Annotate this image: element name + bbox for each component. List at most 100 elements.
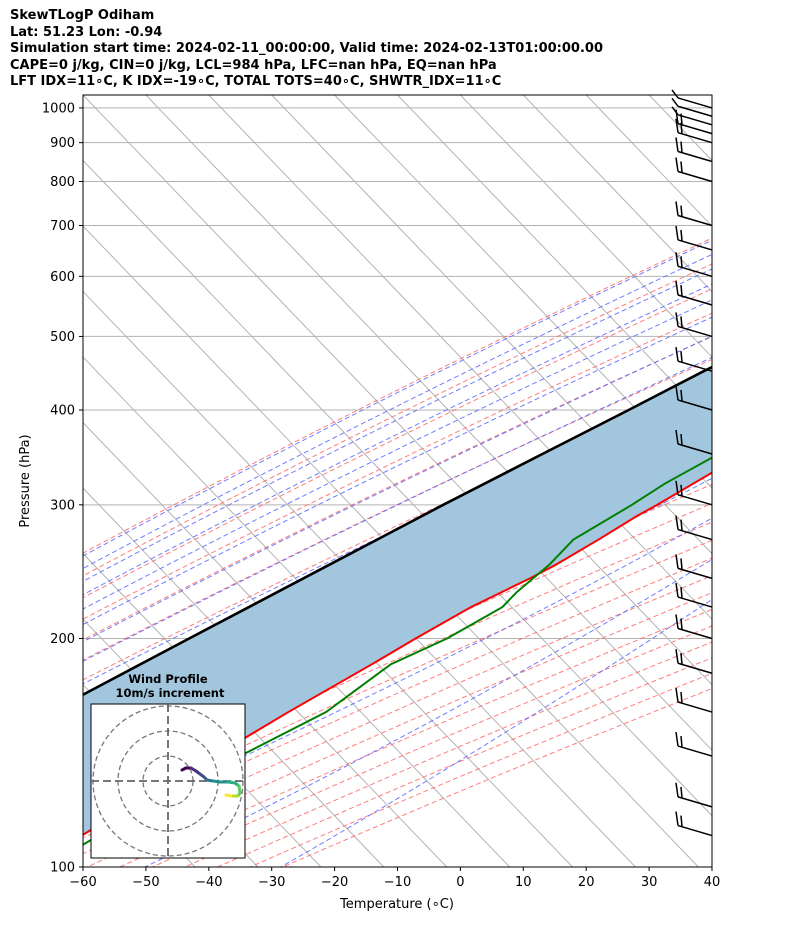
wind-barb bbox=[675, 201, 713, 227]
station-location: Lat: 51.23 Lon: -0.94 bbox=[10, 24, 163, 40]
wind-barb bbox=[675, 280, 713, 306]
wind-barb bbox=[675, 614, 713, 640]
isotherm-line bbox=[83, 225, 699, 867]
y-tick-label: 600 bbox=[50, 270, 75, 285]
dry-adiabat bbox=[119, 608, 712, 867]
wind-barb bbox=[675, 731, 713, 757]
y-tick-label: 400 bbox=[50, 403, 75, 418]
moist-adiabat bbox=[83, 239, 712, 557]
x-tick-label: −50 bbox=[132, 875, 159, 890]
dry-adiabat bbox=[87, 592, 712, 867]
wind-barb bbox=[675, 582, 713, 608]
y-tick-label: 500 bbox=[50, 330, 75, 345]
dry-adiabat bbox=[83, 312, 712, 620]
wind-barb bbox=[671, 89, 713, 109]
x-axis-label: Temperature (∘C) bbox=[339, 897, 454, 912]
wind-barb bbox=[675, 252, 713, 278]
wind-barbs bbox=[671, 89, 713, 837]
hodograph-trace-segment bbox=[224, 793, 233, 798]
x-tick-label: 20 bbox=[578, 875, 595, 890]
wind-barb bbox=[675, 347, 713, 372]
hodograph-inset bbox=[90, 703, 246, 859]
y-tick-label: 100 bbox=[50, 861, 75, 876]
wind-barb bbox=[675, 429, 713, 455]
y-tick-label: 800 bbox=[50, 175, 75, 190]
wind-barb bbox=[675, 109, 713, 135]
moist-adiabat bbox=[83, 356, 712, 662]
wind-barb bbox=[675, 554, 713, 580]
wind-barb bbox=[675, 687, 713, 713]
wind-barb bbox=[675, 811, 713, 837]
dry-adiabat bbox=[83, 237, 712, 554]
isotherm-line bbox=[522, 95, 712, 293]
chart-header: SkewTLogP Odiham Lat: 51.23 Lon: -0.94 S… bbox=[10, 8, 603, 91]
index-parameters: LFT IDX=11∘C, K IDX=-19∘C, TOTAL TOTS=40… bbox=[10, 74, 502, 89]
moist-adiabat bbox=[83, 253, 712, 570]
wind-barb bbox=[675, 118, 713, 144]
x-tick-label: 40 bbox=[704, 875, 721, 890]
profile-lines bbox=[83, 365, 712, 846]
isotherm-line bbox=[83, 421, 510, 867]
x-tick-label: 0 bbox=[456, 875, 464, 890]
x-tick-label: 30 bbox=[641, 875, 658, 890]
x-tick-label: −20 bbox=[321, 875, 348, 890]
isotherm-line bbox=[83, 159, 712, 817]
x-tick-label: −40 bbox=[195, 875, 222, 890]
y-tick-label: 1000 bbox=[42, 101, 75, 116]
isotherm-line bbox=[711, 95, 712, 96]
parcel-profile-line bbox=[83, 365, 712, 697]
dry-adiabat bbox=[249, 672, 712, 867]
moist-adiabat bbox=[83, 381, 712, 685]
y-tick-label: 200 bbox=[50, 632, 75, 647]
hodograph-subtitle: 10m/s increment bbox=[116, 686, 225, 700]
wind-barb bbox=[675, 137, 713, 163]
isotherm-line bbox=[460, 95, 712, 358]
isotherm-line bbox=[83, 95, 712, 751]
wind-barb bbox=[675, 225, 713, 251]
moist-adiabat bbox=[83, 316, 712, 626]
dry-adiabat bbox=[83, 358, 712, 661]
x-tick-label: −60 bbox=[69, 875, 96, 890]
dry-adiabat bbox=[83, 575, 712, 855]
y-tick-label: 300 bbox=[50, 498, 75, 513]
dry-adiabat bbox=[83, 263, 712, 577]
wind-barb bbox=[675, 782, 713, 808]
wind-barb bbox=[675, 515, 713, 541]
isotherm-line bbox=[334, 95, 712, 489]
simulation-times: Simulation start time: 2024-02-11_00:00:… bbox=[10, 41, 603, 56]
dry-adiabat bbox=[217, 657, 712, 867]
y-tick-label: 700 bbox=[50, 219, 75, 234]
isotherm-line bbox=[585, 95, 712, 227]
hodograph-title: Wind Profile bbox=[128, 672, 208, 686]
isotherm-line bbox=[83, 356, 573, 867]
x-tick-label: 10 bbox=[515, 875, 532, 890]
moist-adiabat bbox=[83, 299, 712, 610]
axes: −60 −50 −40 −30 −20 −10 0 10 20 30 40 1000 900 800 700… bbox=[42, 101, 720, 890]
isotherm-line bbox=[83, 487, 448, 867]
wind-barb bbox=[675, 157, 713, 183]
moist-adiabat bbox=[83, 517, 712, 835]
dry-adiabat bbox=[83, 336, 712, 641]
dry-adiabat bbox=[152, 625, 712, 867]
wind-barb bbox=[675, 312, 713, 338]
moist-adiabat bbox=[83, 268, 712, 582]
moist-adiabat bbox=[83, 335, 712, 643]
x-tick-label: −30 bbox=[258, 875, 285, 890]
x-tick-label: −10 bbox=[384, 875, 411, 890]
dewpoint-profile-line bbox=[83, 456, 712, 846]
wind-barb bbox=[675, 385, 713, 411]
temperature-profile-line bbox=[83, 471, 712, 836]
wind-barb bbox=[675, 649, 713, 674]
stability-parameters: CAPE=0 j/kg, CIN=0 j/kg, LCL=984 hPa, LF… bbox=[10, 57, 497, 73]
isotherm-line bbox=[397, 95, 712, 424]
isotherm-line bbox=[83, 552, 385, 867]
y-axis-label: Pressure (hPa) bbox=[18, 434, 33, 527]
dry-adiabat bbox=[83, 288, 712, 599]
wind-barb bbox=[671, 97, 713, 117]
dry-adiabat bbox=[282, 688, 712, 867]
hodograph-plot bbox=[91, 704, 245, 858]
y-tick-label: 900 bbox=[50, 136, 75, 151]
isotherm-line bbox=[775, 95, 794, 867]
wind-barb bbox=[675, 480, 713, 506]
